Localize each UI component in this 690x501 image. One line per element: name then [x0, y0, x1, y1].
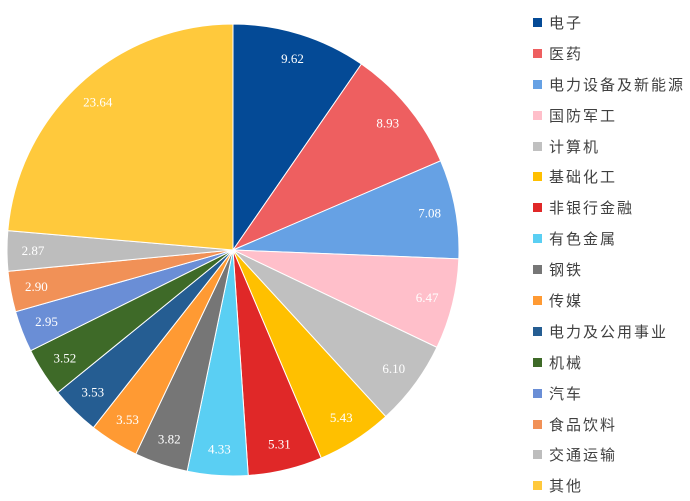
data-label: 9.62: [281, 51, 304, 66]
legend-swatch: [533, 203, 542, 213]
legend-label: 有色金属: [549, 230, 618, 249]
data-label: 5.31: [268, 437, 291, 452]
legend-item: 电力设备及新能源: [533, 69, 685, 100]
data-label: 4.33: [208, 442, 231, 457]
legend-item: 非银行金融: [533, 192, 685, 223]
pie-slice: [232, 23, 363, 252]
legend-label: 汽车: [549, 384, 584, 403]
legend-label: 其他: [549, 477, 584, 496]
legend-item: 计算机: [533, 131, 685, 162]
data-label: 3.82: [158, 432, 181, 447]
pie-slice: [7, 23, 234, 251]
legend-item: 国防军工: [533, 100, 685, 131]
legend-label: 医药: [549, 44, 584, 63]
legend-item: 医药: [533, 38, 685, 69]
pie-slice: [231, 63, 442, 252]
legend-label: 基础化工: [549, 168, 618, 187]
legend-swatch: [533, 234, 542, 244]
legend-swatch: [533, 48, 542, 58]
legend-label: 电力设备及新能源: [549, 75, 686, 94]
legend-label: 非银行金融: [549, 199, 635, 218]
legend-swatch: [533, 265, 542, 275]
legend-swatch: [533, 141, 542, 151]
data-label: 2.87: [22, 243, 45, 258]
legend-label: 国防军工: [549, 106, 618, 125]
legend-swatch: [533, 481, 542, 491]
legend-item: 有色金属: [533, 223, 685, 254]
legend-swatch: [533, 79, 542, 89]
legend-item: 基础化工: [533, 161, 685, 192]
data-label: 8.93: [376, 115, 399, 130]
pie-chart: 9.62 8.93 7.08 6.47 6.10 5.43 5.31 4.33 3.82 3.53…: [6, 23, 460, 477]
legend-swatch: [533, 357, 542, 367]
data-label: 6.10: [382, 361, 405, 376]
legend: 电子医药电力设备及新能源 国防军工计算机基础化工非银行金融有色金属钢铁传媒电力及公…: [533, 7, 685, 501]
legend-item: 其他: [533, 470, 685, 501]
legend-label: 机械: [549, 353, 584, 372]
legend-label: 传媒: [549, 291, 584, 310]
data-label: 3.52: [53, 350, 76, 365]
legend-swatch: [533, 450, 542, 460]
data-label: 6.47: [416, 290, 439, 305]
legend-item: 钢铁: [533, 254, 685, 285]
legend-label: 食品饮料: [549, 415, 618, 434]
data-label: 2.90: [25, 279, 48, 294]
legend-item: 交通运输: [533, 439, 685, 470]
legend-label: 钢铁: [549, 261, 584, 280]
legend-item: 电力及公用事业: [533, 316, 685, 347]
legend-item: 机械: [533, 347, 685, 378]
legend-swatch: [533, 295, 542, 305]
data-label: 7.08: [418, 206, 441, 221]
legend-label: 计算机: [549, 137, 601, 156]
legend-swatch: [533, 326, 542, 336]
data-label: 3.53: [81, 385, 104, 400]
legend-item: 电子: [533, 7, 685, 38]
data-label: 23.64: [83, 95, 113, 110]
legend-swatch: [533, 17, 542, 27]
legend-item: 汽车: [533, 378, 685, 409]
data-label: 3.53: [116, 412, 139, 427]
legend-label: 电力及公用事业: [549, 322, 669, 341]
legend-swatch: [533, 388, 542, 398]
data-label: 5.43: [330, 410, 353, 425]
legend-label: 交通运输: [549, 446, 618, 465]
legend-swatch: [533, 419, 542, 429]
pie-slice: [232, 160, 460, 260]
data-label: 2.95: [35, 314, 58, 329]
legend-swatch: [533, 110, 542, 120]
legend-swatch: [533, 172, 542, 182]
legend-item: 传媒: [533, 285, 685, 316]
legend-label: 电子: [549, 13, 584, 32]
legend-item: 食品饮料: [533, 409, 685, 440]
